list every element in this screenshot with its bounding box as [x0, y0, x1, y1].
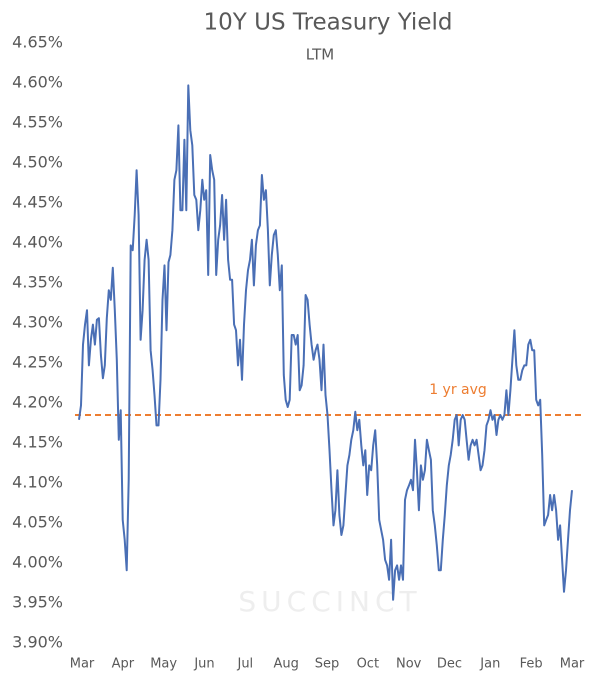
x-tick-label: Aug [273, 657, 298, 672]
y-tick-label: 4.10% [12, 473, 63, 492]
average-label: 1 yr avg [429, 382, 487, 398]
y-tick-label: 4.55% [12, 113, 63, 132]
y-tick-label: 4.05% [12, 513, 63, 532]
y-tick-label: 3.90% [12, 633, 63, 652]
y-tick-label: 4.15% [12, 433, 63, 452]
y-tick-label: 4.65% [12, 33, 63, 52]
x-tick-label: Mar [560, 657, 585, 672]
x-tick-label: Oct [357, 657, 379, 672]
chart-subtitle: LTM [306, 46, 334, 64]
x-tick-label: Sep [315, 657, 340, 672]
y-tick-label: 4.30% [12, 313, 63, 332]
y-tick-label: 3.95% [12, 593, 63, 612]
watermark: SUCCINCT [238, 585, 421, 618]
x-tick-label: Jan [479, 657, 500, 672]
y-tick-label: 4.45% [12, 193, 63, 212]
x-tick-label: Nov [396, 657, 422, 672]
y-tick-label: 4.60% [12, 73, 63, 92]
x-tick-label: Jun [193, 657, 214, 672]
x-tick-label: Mar [70, 657, 95, 672]
x-tick-label: Jul [236, 657, 253, 672]
x-tick-label: Dec [437, 657, 462, 672]
chart-title: 10Y US Treasury Yield [204, 10, 453, 36]
y-tick-label: 4.20% [12, 393, 63, 412]
y-tick-label: 4.00% [12, 553, 63, 572]
x-tick-label: May [150, 657, 177, 672]
yield-line [78, 84, 573, 601]
x-tick-label: Feb [520, 657, 543, 672]
y-tick-label: 4.50% [12, 153, 63, 172]
y-tick-label: 4.40% [12, 233, 63, 252]
x-tick-label: Apr [112, 657, 135, 672]
y-tick-label: 4.35% [12, 273, 63, 292]
y-tick-label: 4.25% [12, 353, 63, 372]
